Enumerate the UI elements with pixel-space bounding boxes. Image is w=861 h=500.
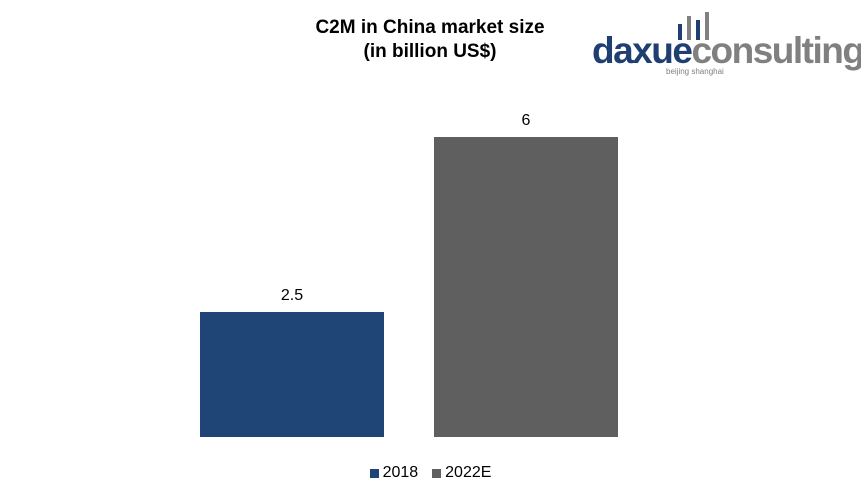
chart-title: C2M in China market size <box>315 17 545 38</box>
legend-swatch-2022e <box>432 468 442 478</box>
chart-legend: 2018 2022E <box>0 464 861 482</box>
bar-2022e <box>434 137 618 437</box>
data-label-2022e: 6 <box>522 112 531 129</box>
legend-label-2022e: 2022E <box>445 464 492 481</box>
logo-wordmark: daxueconsulting <box>592 32 861 69</box>
data-label-2018: 2.5 <box>281 287 303 304</box>
logo-wordmark-part2: consulting <box>691 30 861 71</box>
chart-subtitle: (in billion US$) <box>363 41 497 62</box>
legend-item-2022e: 2022E <box>432 464 491 482</box>
legend-label-2018: 2018 <box>382 464 419 481</box>
legend-swatch-2018 <box>369 468 379 478</box>
logo-wordmark-part1: daxue <box>592 30 693 71</box>
bar-chart: 2.56 <box>200 112 618 437</box>
bar-2018 <box>200 312 384 437</box>
legend-item-2018: 2018 <box>369 464 419 482</box>
logo-tagline: beijing shanghai <box>666 67 724 76</box>
daxue-consulting-logo: daxueconsulting beijing shanghai <box>592 10 861 78</box>
logo-bars-icon <box>678 12 709 40</box>
